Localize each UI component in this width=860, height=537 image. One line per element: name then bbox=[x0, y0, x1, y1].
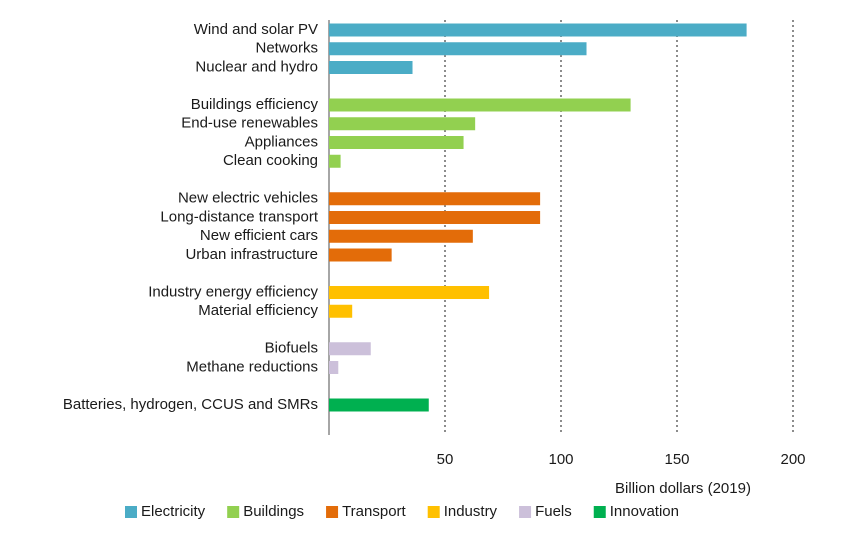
category-label: New electric vehicles bbox=[178, 190, 318, 207]
legend-swatch bbox=[593, 506, 606, 518]
legend-swatch bbox=[227, 506, 240, 518]
category-label: Long-distance transport bbox=[160, 208, 318, 225]
bar bbox=[329, 398, 429, 412]
bar bbox=[329, 23, 747, 37]
bar bbox=[329, 61, 413, 74]
legend-label: Buildings bbox=[243, 503, 304, 520]
legend-label: Fuels bbox=[535, 503, 572, 520]
x-axis-label: Billion dollars (2019) bbox=[615, 480, 751, 497]
legend-label: Transport bbox=[342, 503, 406, 520]
category-label: Nuclear and hydro bbox=[195, 58, 318, 75]
category-label: End-use renewables bbox=[181, 115, 318, 132]
bar bbox=[329, 248, 392, 262]
category-label: Methane reductions bbox=[186, 358, 318, 375]
bar bbox=[329, 136, 464, 149]
category-label: Industry energy efficiency bbox=[148, 283, 318, 300]
category-label: Buildings efficiency bbox=[191, 96, 319, 113]
bar bbox=[329, 286, 490, 299]
x-tick-label: 150 bbox=[664, 451, 689, 468]
bar bbox=[329, 192, 541, 206]
legend-swatch bbox=[427, 506, 440, 518]
category-label: Batteries, hydrogen, CCUS and SMRs bbox=[63, 396, 318, 413]
legend-label: Industry bbox=[444, 503, 498, 520]
category-label: Networks bbox=[255, 40, 318, 57]
x-tick-label: 100 bbox=[548, 451, 573, 468]
category-label: New efficient cars bbox=[200, 227, 318, 244]
x-tick-label: 50 bbox=[437, 451, 454, 468]
category-label: Material efficiency bbox=[198, 302, 318, 319]
legend-label: Innovation bbox=[610, 503, 679, 520]
legend-swatch bbox=[125, 506, 137, 518]
bar bbox=[329, 304, 353, 318]
bar bbox=[329, 98, 631, 112]
category-label: Wind and solar PV bbox=[194, 21, 318, 38]
bar bbox=[329, 42, 587, 56]
legend-label: Electricity bbox=[141, 503, 206, 520]
legend-swatch bbox=[326, 506, 339, 518]
category-label: Clean cooking bbox=[223, 152, 318, 169]
category-label: Biofuels bbox=[265, 340, 318, 357]
category-label: Urban infrastructure bbox=[185, 246, 318, 263]
bar bbox=[329, 211, 541, 224]
bar bbox=[329, 361, 339, 374]
category-label: Appliances bbox=[245, 133, 318, 150]
bar bbox=[329, 117, 476, 131]
x-tick-label: 200 bbox=[780, 451, 805, 468]
bar bbox=[329, 342, 371, 356]
legend-swatch bbox=[519, 506, 532, 518]
bar bbox=[329, 154, 341, 168]
bar bbox=[329, 229, 473, 243]
